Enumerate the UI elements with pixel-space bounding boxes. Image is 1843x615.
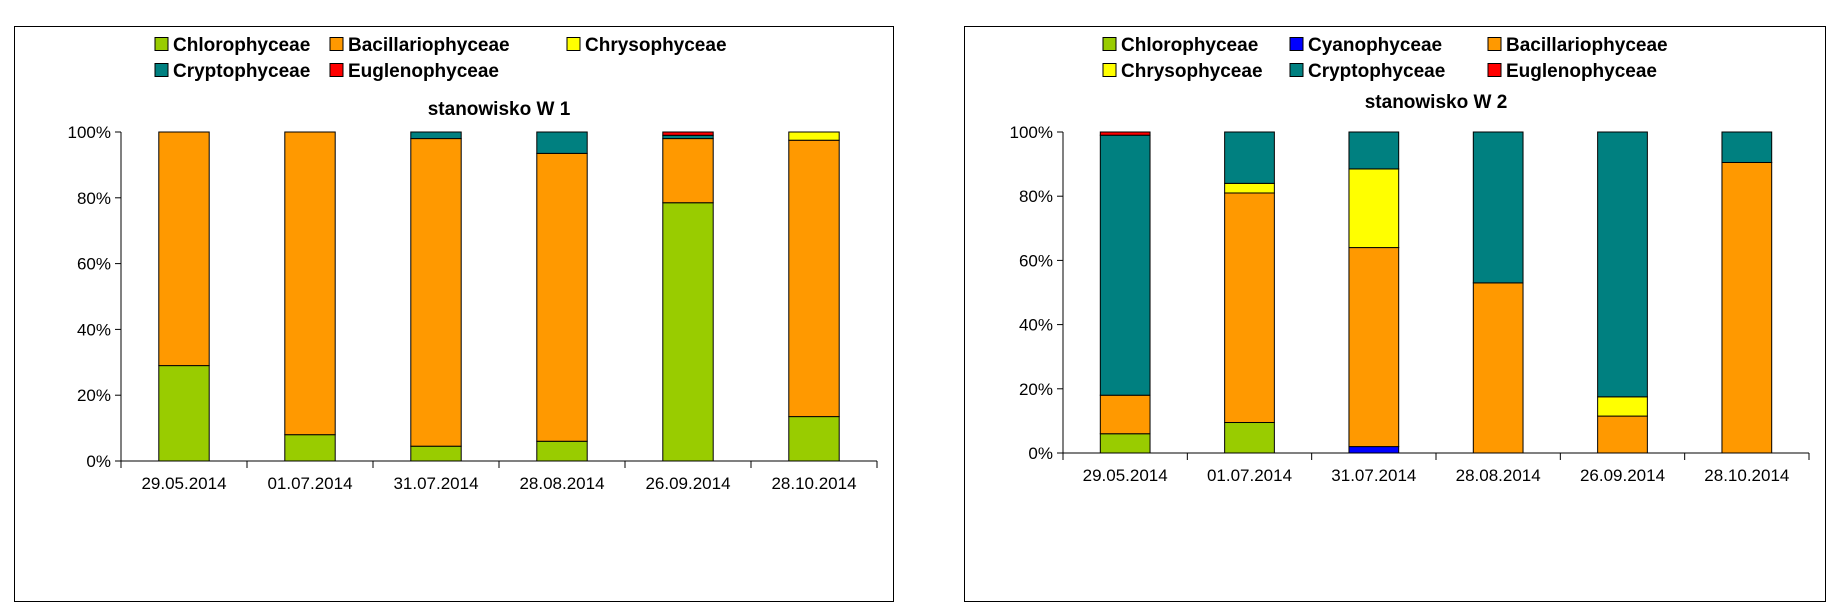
w2-bar-1-seg-4: [1224, 131, 1275, 184]
w1-legend-swatch-0: [154, 37, 169, 51]
w1-y-tick-label-0: 0%: [86, 452, 111, 471]
w2-legend-label-1: Cyanophyceae: [1308, 35, 1442, 56]
w2-y-tick-label-1: 20%: [1019, 380, 1053, 399]
w2-chart-title: stanowisko W 2: [1365, 92, 1508, 113]
w1-x-tick-label-0: 29.05.2014: [141, 474, 226, 493]
w1-bar-1-seg-1: [284, 131, 336, 436]
w2-y-tick-label-3: 60%: [1019, 251, 1053, 270]
w1-legend-swatch-4: [329, 63, 344, 77]
chart-stanowisko-w2: Chlorophyceae Cyanophyceae Bacillariophyce…: [964, 26, 1826, 602]
w2-x-tick-label-4: 26.09.2014: [1580, 466, 1665, 485]
w2-legend-swatch-5: [1487, 63, 1502, 77]
w2-bar-1-seg-2: [1224, 192, 1275, 424]
w1-y-tick-label-5: 100%: [68, 123, 111, 142]
w1-legend-swatch-3: [154, 63, 169, 77]
chart-stanowisko-w1: Chlorophyceae Bacillariophyceae Chrysophyc…: [14, 26, 894, 602]
w2-legend-swatch-4: [1289, 63, 1304, 77]
w2-bar-4-seg-3: [1597, 396, 1648, 417]
w1-x-tick-label-4: 26.09.2014: [645, 474, 730, 493]
w2-legend-swatch-2: [1487, 37, 1502, 51]
w2-bar-0-seg-5: [1099, 131, 1151, 136]
w1-bar-3-seg-1: [536, 152, 588, 442]
w2-bar-0-seg-4: [1099, 134, 1151, 396]
w2-bar-1-seg-3: [1224, 182, 1275, 194]
w2-bar-4-seg-2: [1597, 415, 1648, 454]
w1-bar-2-seg-3: [410, 131, 462, 140]
w1-bar-0-seg-1: [158, 131, 210, 367]
w1-legend-label-2: Chrysophyceae: [585, 35, 727, 56]
w2-legend-label-3: Chrysophyceae: [1121, 61, 1263, 82]
w2-y-tick-label-2: 40%: [1019, 316, 1053, 335]
w1-y-tick-label-2: 40%: [77, 320, 111, 339]
w1-bar-5-seg-0: [788, 416, 840, 462]
w2-x-tick-label-1: 01.07.2014: [1207, 466, 1292, 485]
w2-legend-swatch-1: [1289, 37, 1304, 51]
w2-bar-3-seg-4: [1472, 131, 1524, 284]
w1-bar-1-seg-0: [284, 434, 336, 462]
w1-bar-5-seg-2: [788, 131, 840, 141]
w1-bar-4-seg-1: [662, 138, 714, 204]
w1-bar-4-seg-0: [662, 202, 714, 462]
w2-bar-3-seg-2: [1472, 282, 1524, 454]
w1-legend-label-3: Cryptophyceae: [173, 61, 310, 82]
w2-y-tick-label-0: 0%: [1028, 444, 1053, 463]
w1-bar-0-seg-0: [158, 365, 210, 462]
w2-x-tick-label-3: 28.08.2014: [1456, 466, 1541, 485]
w1-x-tick-label-3: 28.08.2014: [519, 474, 604, 493]
w2-legend-label-2: Bacillariophyceae: [1506, 35, 1668, 56]
w1-legend-label-4: Euglenophyceae: [348, 61, 499, 82]
w1-legend-swatch-1: [329, 37, 344, 51]
w1-bar-3-seg-0: [536, 440, 588, 462]
w2-bar-0-seg-0: [1099, 433, 1151, 454]
w2-bar-2-seg-4: [1348, 131, 1400, 170]
chart-w2-svg: Chlorophyceae Cyanophyceae Bacillariophyce…: [1010, 35, 1810, 485]
w1-bar-4-seg-4: [662, 131, 714, 136]
w2-bar-0-seg-2: [1099, 394, 1151, 435]
w1-legend-label-1: Bacillariophyceae: [348, 35, 510, 56]
w2-bar-5-seg-4: [1721, 131, 1773, 163]
w1-legend-label-0: Chlorophyceae: [173, 35, 310, 56]
w1-legend-swatch-2: [566, 37, 581, 51]
w1-bar-3-seg-3: [536, 131, 588, 154]
w1-x-tick-label-1: 01.07.2014: [267, 474, 352, 493]
w2-bar-2-seg-1: [1348, 446, 1400, 454]
w2-bar-1-seg-0: [1224, 422, 1275, 454]
w2-bar-2-seg-2: [1348, 247, 1400, 448]
w2-bar-5-seg-2: [1721, 161, 1773, 454]
w1-y-tick-label-4: 80%: [77, 189, 111, 208]
w2-bar-2-seg-3: [1348, 168, 1400, 249]
w2-x-tick-label-5: 28.10.2014: [1704, 466, 1789, 485]
w2-x-tick-label-0: 29.05.2014: [1083, 466, 1168, 485]
w1-bar-5-seg-1: [788, 139, 840, 418]
w2-y-tick-label-4: 80%: [1019, 187, 1053, 206]
w2-bar-4-seg-4: [1597, 131, 1648, 398]
w1-y-tick-label-3: 60%: [77, 255, 111, 274]
w2-legend-label-0: Chlorophyceae: [1121, 35, 1258, 56]
w2-legend-label-5: Euglenophyceae: [1506, 61, 1657, 82]
w2-y-tick-label-5: 100%: [1010, 123, 1053, 142]
w2-legend-swatch-3: [1102, 63, 1117, 77]
w1-chart-title: stanowisko W 1: [428, 99, 571, 120]
w1-bar-2-seg-0: [410, 445, 462, 462]
chart-w1-svg: Chlorophyceae Bacillariophyceae Chrysophyc…: [68, 35, 878, 493]
w2-x-tick-label-2: 31.07.2014: [1331, 466, 1416, 485]
w2-legend-swatch-0: [1102, 37, 1117, 51]
w1-x-tick-label-2: 31.07.2014: [393, 474, 478, 493]
w1-x-tick-label-5: 28.10.2014: [771, 474, 856, 493]
w1-bar-2-seg-1: [410, 138, 462, 447]
w2-legend-label-4: Cryptophyceae: [1308, 61, 1445, 82]
w1-y-tick-label-1: 20%: [77, 386, 111, 405]
